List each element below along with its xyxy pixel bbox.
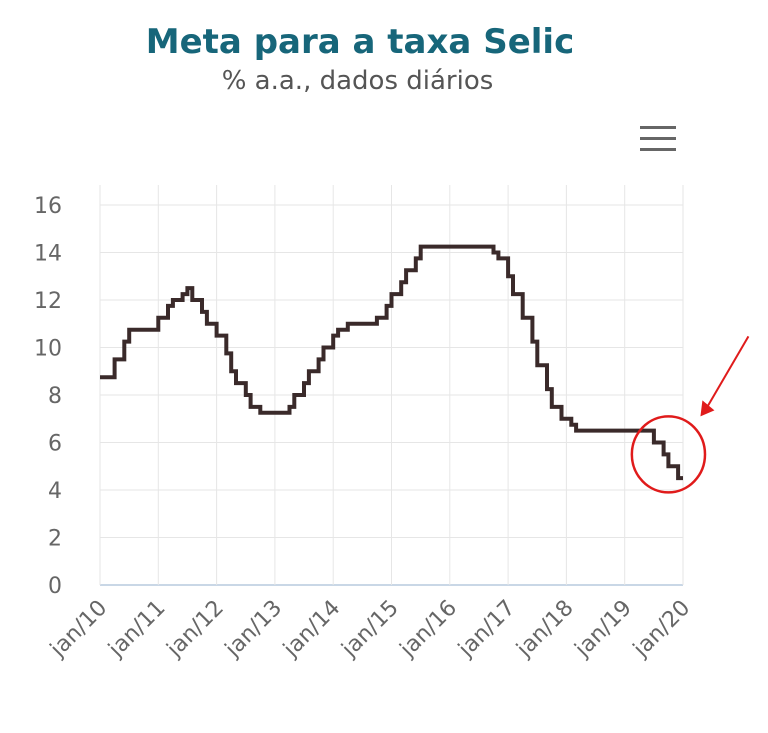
y-tick-label: 6 [48, 432, 62, 457]
y-tick-label: 12 [34, 289, 62, 314]
chart-subtitle: % a.a., dados diários [221, 66, 494, 96]
y-tick-label: 2 [48, 527, 62, 552]
x-tick-label: jan/10 [45, 596, 112, 663]
x-tick-label: jan/15 [337, 596, 404, 663]
y-tick-label: 8 [48, 384, 62, 409]
y-tick-label: 16 [34, 194, 62, 219]
selic-series-line [100, 244, 683, 481]
y-tick-label: 10 [34, 337, 62, 362]
y-tick-label: 14 [34, 242, 62, 267]
menu-bar-bottom [640, 148, 676, 151]
x-tick-label: jan/12 [162, 596, 229, 663]
chart-title: Meta para a taxa Selic [145, 22, 575, 62]
annotation-arrow-head [700, 400, 715, 417]
x-tick-label: jan/13 [220, 596, 287, 663]
menu-bar-top [640, 126, 676, 129]
y-tick-label: 4 [48, 479, 62, 504]
x-tick-label: jan/16 [395, 596, 462, 663]
x-tick-label: jan/18 [512, 596, 579, 663]
x-tick-label: jan/11 [103, 596, 170, 663]
y-tick-label: 0 [48, 574, 62, 599]
x-tick-label: jan/20 [628, 596, 695, 663]
x-tick-label: jan/19 [570, 596, 637, 663]
menu-bar-middle [640, 137, 676, 140]
x-tick-label: jan/14 [278, 596, 345, 663]
x-tick-label: jan/17 [453, 596, 520, 663]
annotation-circle [630, 415, 707, 494]
hamburger-menu-icon[interactable] [640, 126, 676, 154]
annotation-arrow-line [705, 335, 750, 409]
